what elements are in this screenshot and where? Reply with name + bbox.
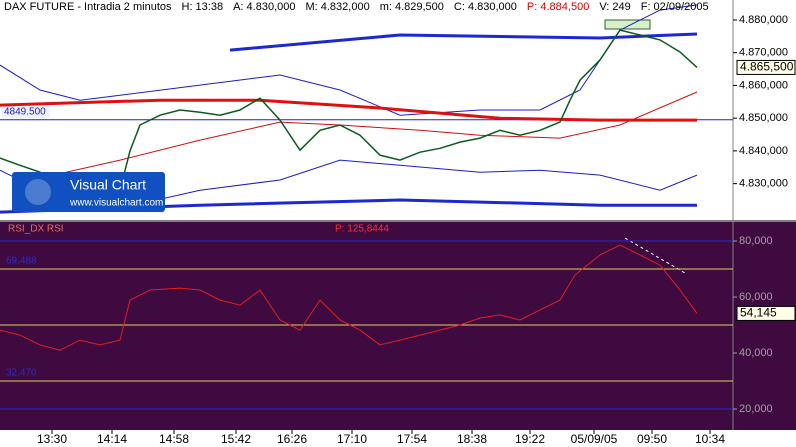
x-tick-label: 14:58 — [159, 432, 189, 446]
last-value-box — [736, 305, 796, 321]
series-line — [0, 98, 697, 122]
level-label: 32.470 — [6, 368, 37, 379]
header-item: V: 249 — [599, 1, 630, 13]
y-tick-label: 4.830,000 — [739, 178, 788, 190]
y-tick-label: 4.860,000 — [739, 79, 788, 91]
series-line — [229, 32, 698, 52]
y-tick-label: 4.870,000 — [739, 47, 788, 59]
time-axis-panel — [0, 430, 796, 447]
logo-icon — [25, 179, 51, 205]
highlight-box — [604, 19, 651, 30]
logo-name: Visual Chart — [70, 177, 146, 193]
y-tick-label: 4.880,000 — [739, 14, 788, 26]
x-tick-label: 05/09/05 — [571, 432, 618, 446]
y-tick-label: 4.840,000 — [739, 145, 788, 157]
last-value-label: 54,145 — [740, 306, 777, 320]
y-tick-label: 60,000 — [739, 291, 773, 303]
x-tick-label: 19:22 — [515, 432, 545, 446]
header-item: F: 02/09/2005 — [641, 1, 709, 13]
panel-title: RSI_DX RSI — [8, 224, 64, 235]
y-tick-label: 20,000 — [739, 403, 773, 415]
panel-subtitle: P: 125,8444 — [335, 224, 389, 235]
header-item: DAX FUTURE - Intradia 2 minutos — [4, 1, 172, 13]
level-label: 69.488 — [6, 256, 37, 267]
header-item: M: 4.832,000 — [305, 1, 369, 13]
logo-url: www.visualchart.com — [69, 198, 163, 209]
y-tick-label: 80,000 — [739, 235, 773, 247]
x-tick-label: 09:50 — [637, 432, 667, 446]
logo-box — [12, 172, 165, 212]
header-item: C: 4.830,000 — [454, 1, 517, 13]
header-item: H: 13:38 — [182, 1, 224, 13]
reference-label: 4849.500 — [4, 106, 46, 117]
x-tick-label: 17:10 — [337, 432, 367, 446]
panel-separator — [0, 220, 796, 222]
rsi-panel — [0, 222, 733, 430]
series-line — [0, 244, 698, 351]
reference-label-box — [2, 105, 50, 118]
last-value-box — [736, 59, 796, 75]
header-item: m: 4.829,500 — [380, 1, 444, 13]
x-tick-label: 14:14 — [97, 432, 127, 446]
x-tick-label: 17:54 — [397, 432, 427, 446]
rsi-axis-panel — [733, 222, 796, 430]
series-line — [39, 91, 698, 179]
last-value-label: 4.865,500 — [740, 60, 794, 74]
x-tick-label: 13:30 — [37, 432, 67, 446]
y-tick-label: 40,000 — [739, 347, 773, 359]
logo: Visual Chart www.visualchart.com — [12, 172, 165, 212]
x-tick-label: 16:26 — [277, 432, 307, 446]
x-tick-label: 10:34 — [695, 432, 725, 446]
header-item: A: 4.830,000 — [233, 1, 295, 13]
header-item: P: 4.884,500 — [527, 1, 589, 13]
y-tick-label: 4.850,000 — [739, 112, 788, 124]
x-tick-label: 15:42 — [221, 432, 251, 446]
x-tick-label: 18:38 — [457, 432, 487, 446]
